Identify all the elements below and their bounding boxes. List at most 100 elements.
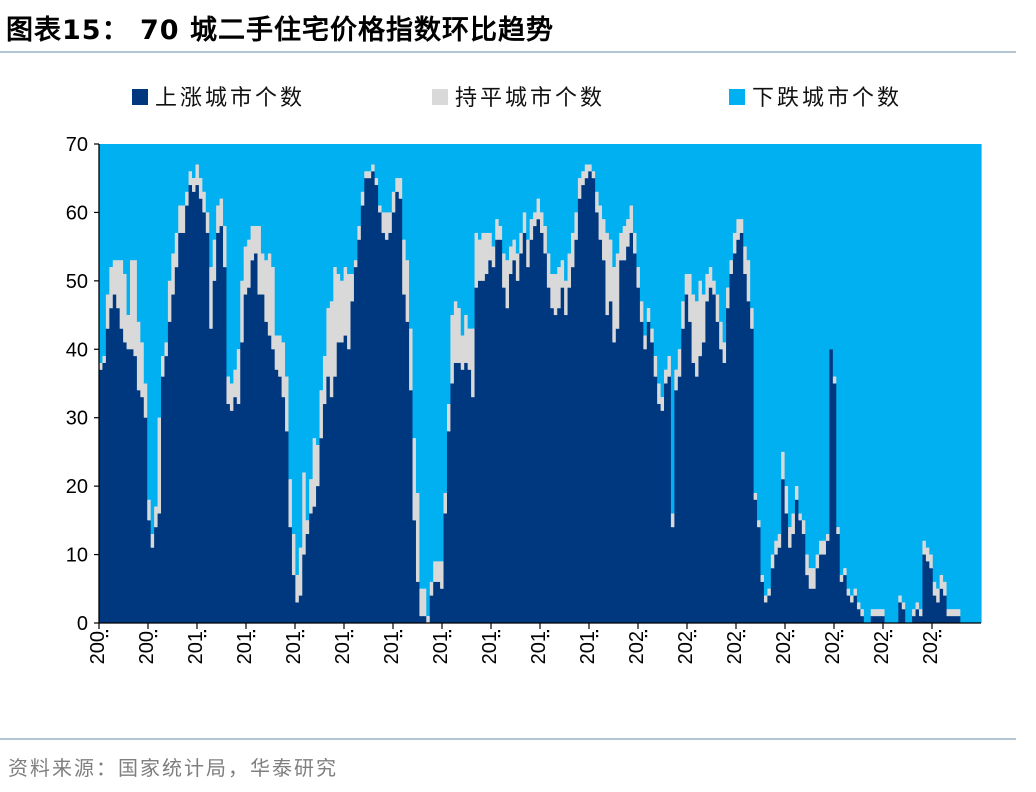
bar-segment-down [271,144,276,268]
bar-segment-flat [343,267,348,336]
bar-83 [384,144,390,624]
bar-segment-flat [929,554,934,569]
bar-segment-up [488,260,493,623]
bar-segment-up [388,232,393,623]
bar-segment-up [130,349,135,623]
bar-131 [550,144,555,623]
bar-42 [243,144,248,623]
bar-segment-flat [825,534,831,541]
legend-item-up[interactable]: 上涨城市个数 [132,86,305,111]
bar-segment-up [777,547,782,623]
bar-57 [295,144,300,623]
bar-segment-down [729,144,734,261]
bar-segment-flat [378,205,383,213]
bar-segment-flat [832,376,837,384]
bar-segment-down [257,144,262,227]
bar-segment-up [254,253,259,624]
bar-segment-flat [116,260,121,309]
x-tick-label: 202 [724,631,746,664]
bar-segment-down [574,144,579,213]
bar-segment-down [763,144,768,596]
bar-segment-flat [536,198,541,220]
bar-30 [202,144,207,623]
bar-4 [112,144,117,623]
bar-119 [508,144,514,623]
bar-segment-down [588,144,593,165]
bar-segment-flat [202,191,207,213]
x-tick-label: 201 [577,631,599,664]
bar-segment-flat [912,609,917,617]
bar-segment-flat [140,342,145,398]
bar-segment-flat [591,171,596,179]
bar-segment-flat [126,315,131,350]
bar-121 [515,144,520,623]
bar-133 [557,144,562,623]
bar-109 [474,144,479,623]
bar-segment-down [378,144,383,206]
bar-142 [588,144,593,623]
bar-80 [374,144,379,623]
bar-165 [667,144,672,623]
bar-segment-flat [457,308,462,363]
bar-192 [760,144,765,623]
bar-213 [832,144,837,623]
bar-segment-flat [881,609,886,617]
bar-65 [322,144,327,623]
bar-segment-up [288,527,293,623]
bar-segment-down [288,144,293,480]
bar-segment-flat [550,274,555,309]
bar-segment-down [777,144,782,535]
bar-segment-flat [543,226,548,254]
bar-segment-flat [746,260,751,302]
bar-segment-flat [181,205,186,233]
bar-194 [767,144,772,623]
bar-45 [254,144,259,624]
bar-segment-up [477,280,483,623]
bar-50 [271,144,276,623]
bar-95 [426,144,431,623]
x-tick-label: 201 [479,631,501,664]
bar-segment-flat [309,479,314,514]
bar-segment-up [819,554,824,623]
bar-49 [267,144,272,623]
bar-segment-down [870,144,875,610]
legend-item-down[interactable]: 下跌城市个数 [729,86,902,111]
bar-segment-flat [274,335,279,370]
bar-73 [350,144,355,623]
bar-segment-down [367,144,372,172]
bar-segment-flat [402,239,407,295]
x-minor-tick [890,635,893,638]
bar-203 [798,144,803,623]
bar-segment-down [670,144,675,514]
bar-35 [219,144,224,624]
bar-segment-up [467,369,472,623]
bar-segment-down [422,144,427,589]
bar-segment-up [174,267,179,623]
bar-segment-up [360,205,365,623]
bar-segment-flat [925,547,930,562]
bar-62 [312,144,317,623]
bar-segment-up [281,397,286,623]
bar-segment-up [781,479,786,623]
bar-69 [336,144,341,623]
bar-segment-flat [254,226,259,254]
bar-segment-down [209,144,214,268]
legend-item-flat[interactable]: 持平城市个数 [432,86,605,111]
bar-segment-flat [901,602,906,610]
bar-segment-up [750,328,755,623]
bar-segment-down [178,144,183,206]
x-minor-tick [645,630,648,633]
bar-segment-flat [529,219,534,240]
x-minor-tick [645,635,648,638]
bar-25 [185,144,190,623]
bar-115 [495,144,500,624]
bar-segment-flat [491,246,496,268]
bar-segment-flat [391,191,396,213]
bar-segment-up [350,301,355,623]
bar-segment-flat [701,294,706,343]
bar-segment-down [291,144,296,535]
bar-71 [343,144,348,623]
bar-segment-up [674,390,679,623]
bar-240 [925,144,930,623]
bar-segment-up [522,232,527,623]
